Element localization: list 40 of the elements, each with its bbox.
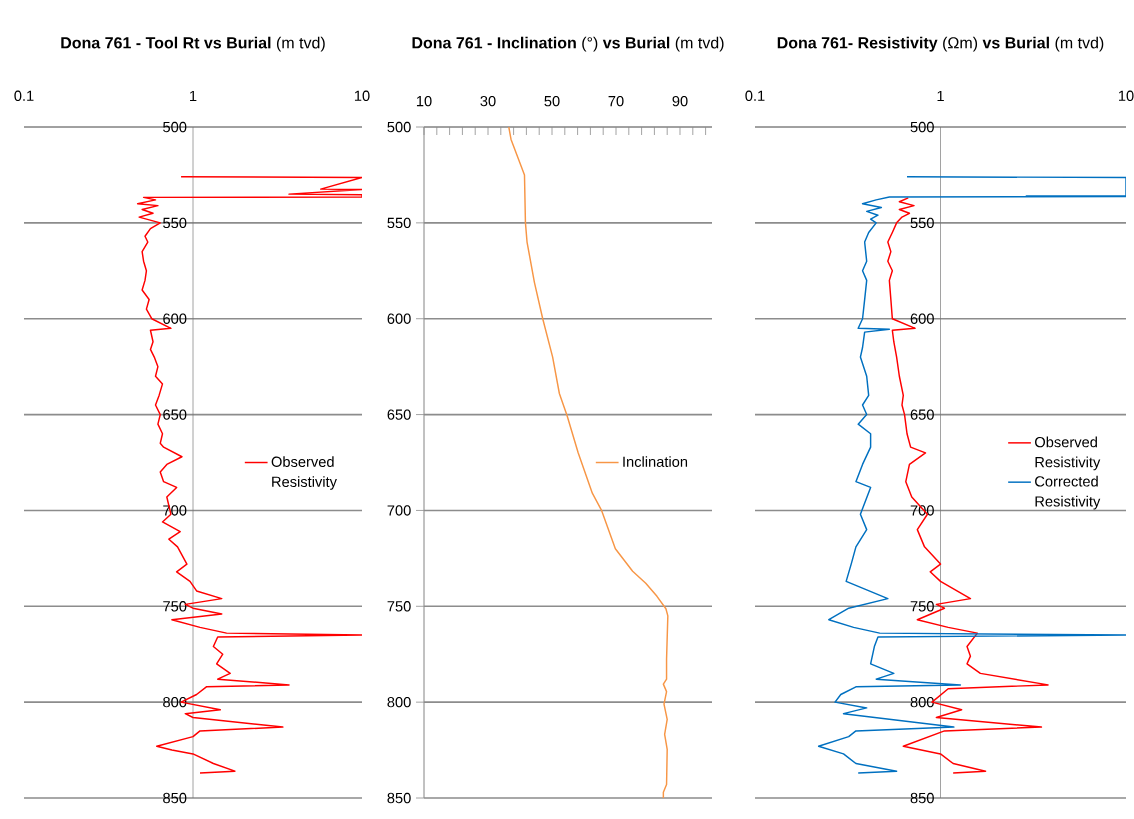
x-tick-label: 0.1 xyxy=(14,90,34,101)
y-tick-label: 550 xyxy=(387,217,411,229)
y-tick-label: 650 xyxy=(163,409,187,420)
x-tick-label: 90 xyxy=(672,95,688,107)
y-tick-label: 800 xyxy=(387,696,411,708)
y-tick-label: 600 xyxy=(163,313,187,324)
chart-title: Dona 761 - Inclination (°) vs Burial (m tvd) xyxy=(412,36,724,52)
y-tick-label: 750 xyxy=(910,601,934,612)
chart-title: Dona 761- Resistivity (Ωm) vs Burial (m tvd) xyxy=(777,36,1104,52)
y-tick-label: 750 xyxy=(387,601,411,612)
y-tick-label: 750 xyxy=(163,601,187,612)
y-tick-label: 650 xyxy=(910,409,934,420)
x-tick-label: 10 xyxy=(416,95,432,107)
x-tick-label: 50 xyxy=(544,95,560,107)
y-tick-label: 800 xyxy=(910,696,934,708)
x-tick-label: 1 xyxy=(190,90,197,101)
x-tick-label: 1 xyxy=(937,90,944,101)
y-tick-label: 600 xyxy=(387,313,411,324)
y-tick-label: 650 xyxy=(387,409,411,420)
y-tick-label: 850 xyxy=(910,792,934,804)
y-tick-label: 550 xyxy=(910,217,934,229)
y-tick-label: 550 xyxy=(163,217,187,229)
legend-label: Inclination xyxy=(623,456,688,467)
y-tick-label: 850 xyxy=(163,792,187,804)
y-tick-label: 850 xyxy=(387,792,411,804)
y-tick-label: 500 xyxy=(387,121,411,133)
y-tick-label: 500 xyxy=(910,121,934,133)
x-tick-label: 10 xyxy=(354,90,370,101)
y-tick-label: 600 xyxy=(910,313,934,324)
y-tick-label: 800 xyxy=(163,696,187,708)
x-tick-label: 10 xyxy=(1118,90,1134,101)
x-tick-label: 0.1 xyxy=(745,90,765,101)
chart-title: Dona 761 - Tool Rt vs Burial (m tvd) xyxy=(61,36,325,52)
legend-label: Observed Resistivity xyxy=(271,456,337,490)
y-tick-label: 500 xyxy=(163,121,187,133)
y-tick-label: 700 xyxy=(387,505,411,516)
x-tick-label: 70 xyxy=(608,95,624,107)
legend-label: Observed Resistivity xyxy=(1035,436,1101,471)
x-tick-label: 30 xyxy=(480,95,496,107)
legend-label: Corrected Resistivity xyxy=(1035,475,1101,510)
